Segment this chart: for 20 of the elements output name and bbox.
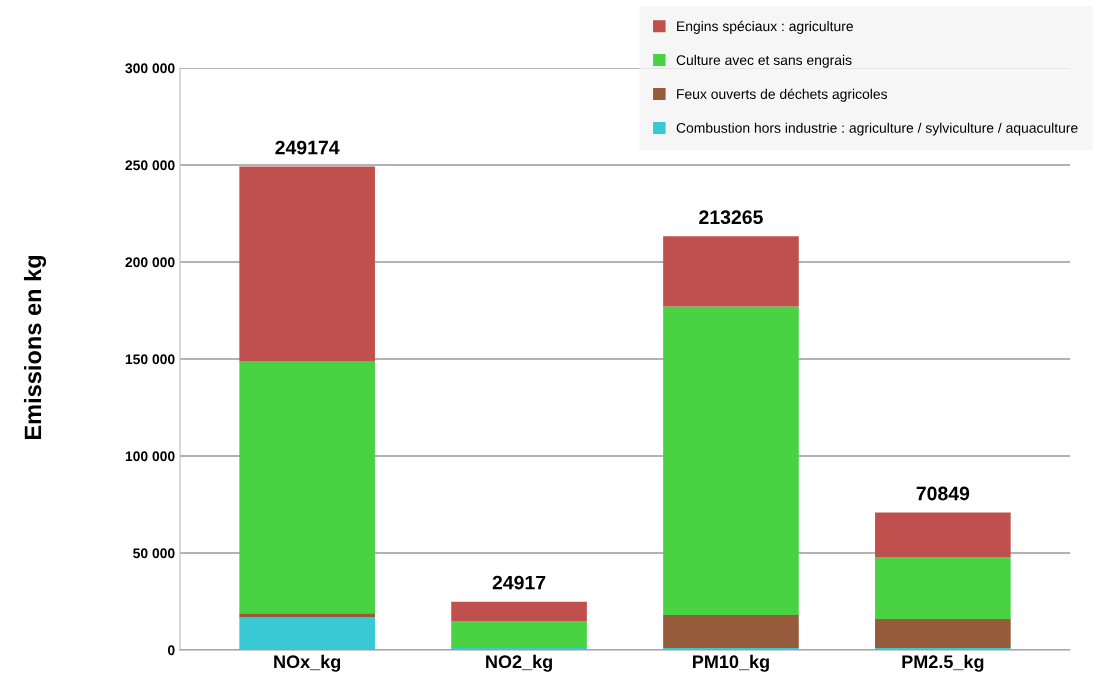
legend-label: Engins spéciaux : agriculture (677, 20, 853, 34)
total-label: 213265 (699, 210, 763, 225)
y-tick-label: 150 000 (125, 354, 175, 365)
x-tick-label: NOx_kg (274, 654, 341, 672)
y-tick-label: 100 000 (125, 451, 175, 462)
y-tick-label: 300 000 (125, 63, 175, 74)
x-tick-label: NO2_kg (486, 654, 552, 672)
total-label: 70849 (916, 486, 970, 501)
x-tick-label: PM2.5_kg (902, 654, 984, 672)
x-tick-label: PM10_kg (693, 654, 769, 672)
y-tick-label: 200 000 (125, 257, 175, 268)
legend-label: Combustion hors industrie : agriculture / sylviculture / aquaculture (676, 122, 1078, 136)
total-label: 249174 (275, 140, 340, 155)
y-tick-label: 50 000 (133, 548, 175, 559)
y-tick-label: 250 000 (125, 160, 175, 171)
y-tick-label: 0 (167, 645, 175, 656)
legend-label: Culture avec et sans engrais (676, 54, 852, 68)
y-axis-title: Emissions en kg (23, 255, 47, 440)
legend-label: Feux ouverts de déchets agricoles (677, 88, 888, 102)
total-label: 24917 (492, 575, 546, 590)
